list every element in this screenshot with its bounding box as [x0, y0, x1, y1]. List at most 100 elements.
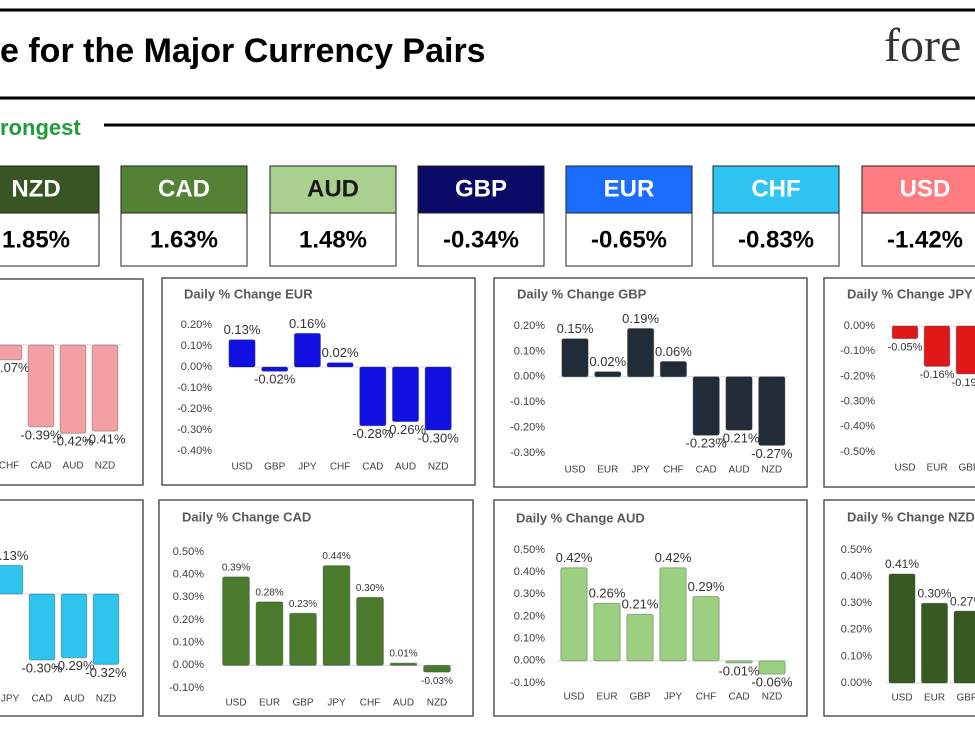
chart-panel [161, 277, 476, 486]
value-label: -0.32% [85, 665, 127, 680]
logo: fore [884, 19, 961, 72]
value-label: 0.21% [622, 597, 659, 612]
currency-header [0, 165, 100, 214]
x-tick-label: AUD [62, 461, 83, 472]
y-tick-label: -0.50% [840, 446, 875, 458]
currency-name: USD [900, 175, 951, 202]
value-label: -0.26% [385, 422, 427, 437]
chart-title: Daily % Change CAD [182, 509, 311, 524]
x-tick-label: GBP [956, 693, 975, 704]
y-tick-label: 0.50% [514, 544, 545, 556]
bar [356, 596, 384, 666]
value-label: 0.27% [950, 594, 975, 608]
y-tick-label: 0.10% [841, 650, 872, 662]
value-label: 0.13% [224, 322, 261, 337]
bar [560, 567, 588, 662]
value-label: -0.28% [352, 426, 394, 441]
value-label: -0.16% [920, 369, 955, 381]
x-tick-label: EUR [926, 463, 947, 474]
bar [953, 610, 975, 684]
x-tick-label: USD [894, 463, 915, 474]
chart-title: Daily % Change JPY [847, 286, 973, 301]
x-tick-label: CAD [696, 465, 717, 476]
y-tick-label: -0.20% [840, 370, 875, 382]
y-tick-label: 0.30% [173, 591, 204, 603]
x-tick-label: CHF [663, 465, 684, 476]
bar [955, 325, 975, 375]
y-tick-label: 0.50% [841, 544, 872, 556]
x-tick-label: NZD [762, 465, 783, 476]
value-label: 0.42% [655, 550, 692, 565]
bar [424, 366, 452, 431]
bar [326, 362, 354, 368]
value-label: 0.02% [322, 345, 359, 360]
y-tick-label: 0.00% [514, 655, 545, 667]
x-tick-label: NZD [427, 698, 448, 709]
y-tick-label: 0.20% [841, 624, 872, 636]
value-label: 0.26% [589, 586, 626, 601]
currency-name: EUR [604, 175, 655, 202]
x-tick-label: AUD [63, 694, 84, 705]
x-tick-label: CHF [696, 692, 717, 703]
y-tick-label: -0.10% [510, 396, 545, 408]
value-label: -0.29% [53, 658, 95, 673]
value-label: -0.05% [888, 342, 923, 354]
y-tick-label: -0.20% [510, 422, 545, 434]
y-tick-label: 0.40% [514, 566, 545, 578]
y-tick-label: 0.10% [514, 345, 545, 357]
currency-name: GBP [455, 175, 507, 202]
y-tick-label: 0.40% [173, 569, 204, 581]
bar [659, 361, 688, 378]
bar [27, 344, 55, 428]
x-tick-label: EUR [596, 692, 617, 703]
x-tick-label: NZD [762, 692, 783, 703]
chart-panel [493, 277, 808, 488]
bar [222, 576, 250, 666]
currency-header [712, 165, 840, 214]
x-tick-label: CAD [728, 692, 749, 703]
value-label: -0.27% [751, 446, 793, 461]
bar [891, 325, 919, 340]
value-label: 0.44% [322, 551, 350, 562]
bar [289, 612, 317, 666]
bar [228, 339, 256, 368]
bar [659, 567, 687, 662]
bar [0, 564, 24, 595]
bar [92, 593, 120, 665]
chart-title: Daily % Change NZD [847, 509, 975, 524]
x-tick-label: CHF [360, 698, 381, 709]
value-label: 0.16% [289, 316, 326, 331]
value-label: 0.01% [389, 649, 417, 660]
y-tick-label: -0.10% [177, 382, 212, 394]
currency-change: 1.48% [299, 226, 367, 253]
bar [626, 613, 654, 662]
bar [389, 662, 418, 666]
x-tick-label: NZD [96, 694, 117, 705]
y-tick-label: 0.10% [181, 340, 212, 352]
x-tick-label: AUD [395, 462, 416, 473]
bar [923, 325, 951, 367]
value-label: 0.29% [688, 579, 725, 594]
value-label: -0.23% [686, 436, 728, 451]
y-tick-label: -0.10% [510, 677, 545, 689]
value-label: 0.30% [356, 583, 384, 594]
y-tick-label: 0.10% [173, 637, 204, 649]
chart-panel [493, 499, 808, 717]
bar [0, 344, 23, 361]
value-label: -0.06% [751, 675, 793, 690]
value-label: -0.03% [421, 676, 453, 687]
bar [725, 376, 753, 431]
bar [423, 664, 451, 673]
x-tick-label: JPY [664, 692, 683, 703]
y-tick-label: 0.20% [181, 319, 212, 331]
y-tick-label: 0.40% [841, 571, 872, 583]
bar [91, 344, 119, 432]
currency-header [269, 165, 397, 214]
bar [888, 573, 916, 684]
value-label: 0.02% [589, 354, 626, 369]
y-tick-label: -0.30% [840, 396, 875, 408]
bar [322, 565, 351, 666]
bar [59, 344, 87, 434]
x-tick-label: JPY [327, 698, 346, 709]
